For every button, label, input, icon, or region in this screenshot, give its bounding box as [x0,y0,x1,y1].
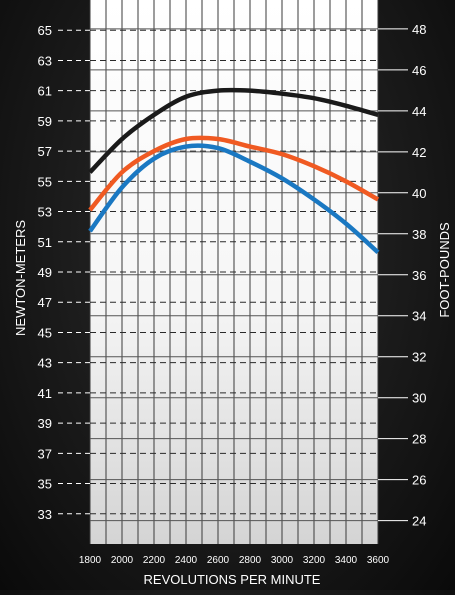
right-tick-label: 36 [412,268,426,283]
right-tick-label: 48 [412,22,426,37]
x-tick-label: 2400 [175,555,198,566]
left-tick-label: 47 [38,295,52,310]
left-tick-label: 63 [38,53,52,68]
x-tick-label: 3600 [367,555,390,566]
x-tick-label: 2000 [111,555,134,566]
left-axis-label: NEWTON-METERS [13,220,28,336]
left-tick-label: 43 [38,356,52,371]
right-tick-label: 24 [412,514,426,529]
right-tick-label: 40 [412,186,426,201]
series-line [88,87,379,174]
x-tick-labels: 1800 2000 2200 2400 2600 2800 3000 3200 3400 3600 [79,555,390,566]
right-tick-label: 38 [412,227,426,242]
x-tick-label: 1800 [79,555,102,566]
left-tick-label: 65 [38,23,52,38]
left-tick-labels: 33 35 37 39 41 43 45 47 49 51 53 55 57 59 61 63 65 [38,23,52,522]
right-tick-label: 26 [412,473,426,488]
right-tick-labels: 24 26 28 30 32 34 36 38 40 42 44 46 48 [412,22,426,529]
right-axis-label: FOOT-POUNDS [437,222,452,318]
x-axis-label: REVOLUTIONS PER MINUTE [144,572,321,587]
x-tick-label: 3400 [335,555,358,566]
right-tick-label: 30 [412,391,426,406]
x-tick-label: 3000 [271,555,294,566]
left-tick-label: 59 [38,114,52,129]
left-tick-label: 55 [38,174,52,189]
right-tick-label: 32 [412,350,426,365]
left-tick-label: 57 [38,144,52,159]
right-tick-label: 34 [412,309,426,324]
x-tick-label: 2800 [239,555,262,566]
left-tick-label: 35 [38,477,52,492]
right-tick-label: 46 [412,63,426,78]
left-tick-label: 37 [38,446,52,461]
right-tick-label: 28 [412,432,426,447]
left-tick-label: 45 [38,325,52,340]
left-tick-label: 51 [38,235,52,250]
x-tick-label: 2600 [207,555,230,566]
left-tick-label: 61 [38,84,52,99]
x-tick-label: 3200 [303,555,326,566]
left-tick-label: 53 [38,205,52,220]
left-tick-label: 41 [38,386,52,401]
series-line [88,143,380,255]
right-tick-label: 42 [412,145,426,160]
x-tick-label: 2200 [143,555,166,566]
left-tick-label: 39 [38,416,52,431]
right-tick-label: 44 [412,104,426,119]
left-tick-label: 49 [38,265,52,280]
left-gridlines [58,29,378,515]
series-line [88,135,380,212]
series-layer [88,87,380,255]
left-tick-label: 33 [38,507,52,522]
right-gridlines [90,28,408,522]
